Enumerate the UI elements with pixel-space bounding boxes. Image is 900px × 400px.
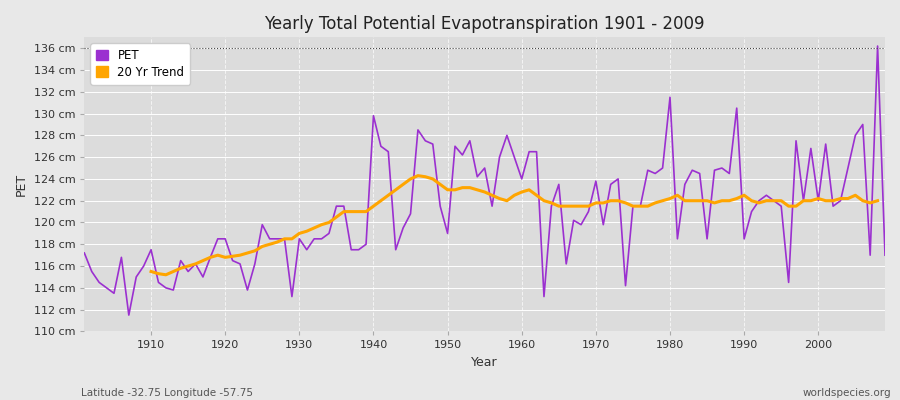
Text: worldspecies.org: worldspecies.org [803,388,891,398]
Legend: PET, 20 Yr Trend: PET, 20 Yr Trend [90,43,190,84]
Title: Yearly Total Potential Evapotranspiration 1901 - 2009: Yearly Total Potential Evapotranspiratio… [265,15,705,33]
X-axis label: Year: Year [472,356,498,369]
Y-axis label: PET: PET [15,173,28,196]
Text: Latitude -32.75 Longitude -57.75: Latitude -32.75 Longitude -57.75 [81,388,253,398]
